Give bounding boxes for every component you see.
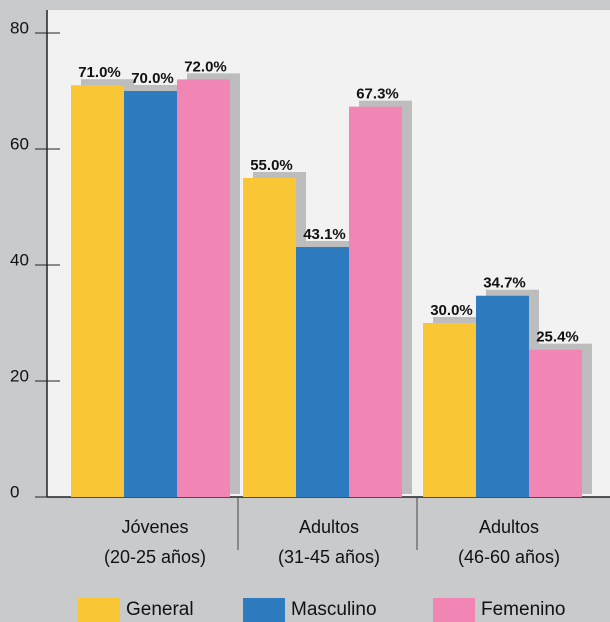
x-tick-label: Adultos [299, 517, 359, 537]
value-label: 34.7% [483, 275, 526, 292]
bar [124, 91, 177, 497]
legend-swatch [433, 598, 475, 622]
y-tick-label: 0 [10, 482, 19, 501]
value-label: 71.0% [78, 64, 121, 81]
bar [243, 178, 296, 497]
value-label: 43.1% [303, 226, 346, 243]
value-label: 25.4% [536, 329, 579, 346]
legend-label: General [126, 599, 194, 620]
value-label: 70.0% [131, 70, 174, 87]
bar [529, 349, 582, 497]
legend-swatch [78, 598, 120, 622]
bar [177, 79, 230, 498]
bar [476, 295, 529, 497]
bar [71, 85, 124, 497]
y-tick-label: 20 [10, 366, 29, 385]
y-tick-label: 80 [10, 18, 29, 37]
y-tick-label: 60 [10, 134, 29, 153]
x-tick-label: Adultos [479, 517, 539, 537]
legend-swatch [243, 598, 285, 622]
value-label: 72.0% [184, 58, 227, 75]
legend-label: Femenino [481, 599, 566, 620]
bar [349, 106, 402, 497]
x-tick-label: (31-45 años) [278, 547, 380, 567]
bar [423, 323, 476, 497]
x-tick-label: (46-60 años) [458, 547, 560, 567]
value-label: 67.3% [356, 86, 399, 103]
y-tick-label: 40 [10, 250, 29, 269]
x-tick-label: Jóvenes [121, 517, 188, 537]
value-label: 30.0% [430, 302, 473, 319]
bar [296, 247, 349, 497]
x-tick-label: (20-25 años) [104, 547, 206, 567]
legend-label: Masculino [291, 599, 377, 620]
value-label: 55.0% [250, 157, 293, 174]
